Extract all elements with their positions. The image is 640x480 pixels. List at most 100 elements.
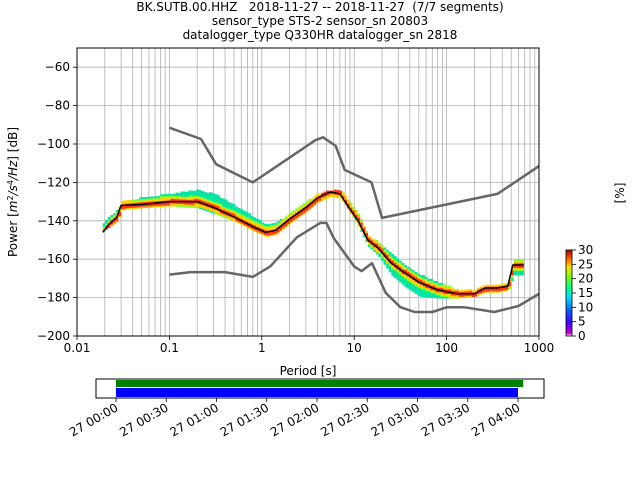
- density-cell: [380, 248, 384, 251]
- density-cell: [183, 202, 186, 205]
- density-cell: [508, 284, 511, 287]
- high-noise-model-line: [168, 126, 539, 220]
- density-cell: [448, 285, 452, 288]
- density-cell: [378, 252, 381, 255]
- density-cell: [513, 261, 517, 264]
- density-cell: [323, 196, 327, 199]
- density-cell: [487, 289, 491, 292]
- density-cell: [227, 202, 231, 205]
- density-cell: [180, 203, 184, 206]
- density-cell: [206, 192, 210, 195]
- density-cell: [393, 273, 397, 276]
- density-cell: [349, 205, 353, 208]
- density-cell: [399, 274, 402, 277]
- density-cell: [178, 192, 181, 195]
- density-cell: [110, 216, 114, 219]
- density-cell: [185, 199, 189, 202]
- density-cell: [386, 266, 389, 269]
- density-cell: [107, 221, 111, 224]
- density-cell: [456, 288, 459, 291]
- density-cell: [432, 289, 436, 292]
- density-cell: [175, 197, 179, 200]
- density-cell: [297, 215, 301, 218]
- density-cell: [404, 281, 407, 284]
- density-cell: [258, 224, 262, 227]
- density-cell: [136, 205, 140, 208]
- density-cell: [204, 202, 207, 205]
- density-cell: [206, 200, 210, 203]
- density-cell: [417, 278, 420, 281]
- density-cell: [243, 216, 246, 219]
- density-cell: [310, 198, 314, 201]
- density-cell: [245, 219, 249, 222]
- density-cell: [235, 218, 238, 221]
- density-cell: [414, 272, 418, 275]
- density-cell: [110, 224, 114, 227]
- density-cell: [214, 197, 218, 200]
- density-cell: [240, 213, 244, 216]
- density-cell: [206, 203, 210, 206]
- density-cell: [435, 290, 439, 293]
- density-cell: [178, 203, 181, 206]
- density-cell: [357, 223, 361, 226]
- density-cell: [214, 210, 218, 213]
- density-cell: [253, 228, 257, 231]
- density-cell: [427, 289, 431, 292]
- density-cell: [318, 193, 322, 196]
- density-cell: [422, 285, 426, 288]
- density-cell: [336, 194, 340, 197]
- density-cell: [162, 195, 166, 198]
- density-cell: [490, 284, 493, 287]
- density-cell: [126, 206, 129, 209]
- density-cell: [243, 210, 246, 213]
- density-cell: [136, 202, 140, 205]
- density-cell: [193, 198, 197, 201]
- density-cell: [409, 271, 413, 274]
- density-cell: [503, 283, 506, 286]
- density-cell: [302, 212, 306, 215]
- density-cell: [406, 285, 410, 288]
- density-cell: [235, 214, 238, 217]
- density-cell: [399, 260, 402, 263]
- density-cell: [219, 206, 223, 209]
- density-cell: [516, 272, 519, 275]
- density-cell: [248, 216, 251, 219]
- density-cell: [417, 289, 420, 292]
- density-cell: [211, 205, 215, 208]
- density-cell: [198, 193, 202, 196]
- density-cell: [133, 200, 137, 203]
- density-cell: [443, 284, 446, 287]
- density-cell: [352, 211, 355, 214]
- density-cell: [305, 207, 309, 210]
- density-cell: [269, 225, 272, 228]
- density-cell: [284, 225, 288, 228]
- density-cells: [102, 189, 524, 299]
- density-cell: [367, 241, 371, 244]
- density-cell: [188, 204, 192, 207]
- density-cell: [492, 289, 496, 292]
- density-cell: [393, 276, 397, 279]
- density-cell: [302, 209, 306, 212]
- density-cell: [318, 197, 322, 200]
- density-cell: [300, 214, 303, 217]
- density-cell: [432, 296, 436, 299]
- density-cell: [224, 204, 228, 207]
- density-cell: [172, 193, 176, 196]
- density-cell: [386, 249, 389, 252]
- density-cell: [388, 270, 392, 273]
- density-cell: [120, 208, 124, 211]
- density-cell: [146, 196, 150, 199]
- density-cell: [227, 208, 231, 211]
- density-cell: [118, 215, 121, 218]
- density-cell: [133, 205, 137, 208]
- density-cell: [435, 282, 439, 285]
- density-cell: [214, 204, 218, 207]
- density-cell: [425, 283, 428, 286]
- density-cell: [386, 254, 389, 257]
- density-cell: [414, 285, 418, 288]
- density-cell: [263, 226, 267, 229]
- density-cell: [409, 286, 413, 289]
- density-cell: [482, 285, 485, 288]
- density-cell: [302, 203, 306, 206]
- density-cell: [412, 274, 415, 277]
